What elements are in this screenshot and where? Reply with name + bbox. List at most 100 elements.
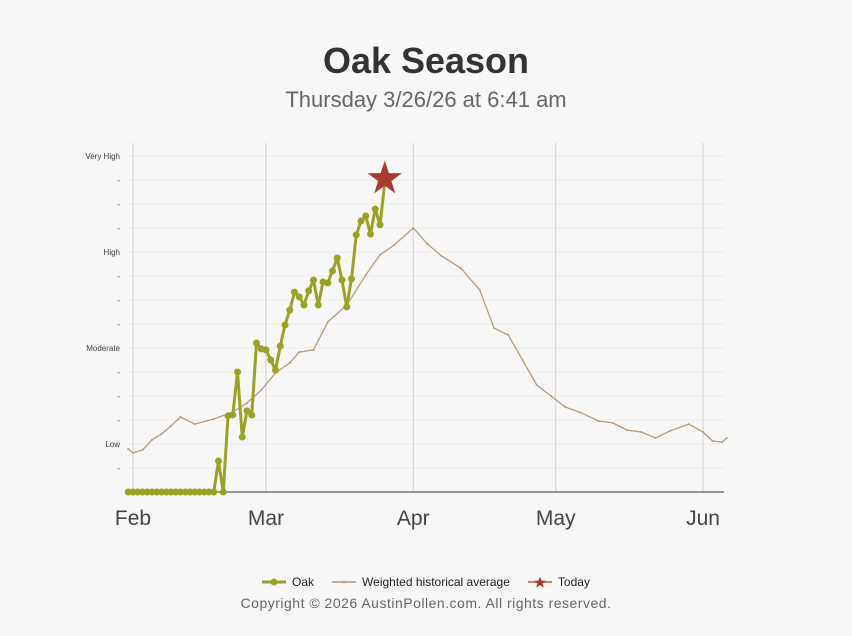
oak-point [243, 407, 251, 415]
y-tick-label: - [117, 416, 120, 425]
x-tick-label: Feb [115, 507, 151, 530]
y-tick-label: - [117, 272, 120, 281]
oak-point [338, 276, 346, 284]
average-point [711, 439, 714, 442]
y-tick-label: - [117, 392, 120, 401]
y-tick-label: Very High [85, 152, 120, 161]
legend-label-average: Weighted historical average [362, 575, 510, 589]
average-point [364, 274, 367, 277]
average-point [725, 437, 728, 439]
y-tick-label: - [117, 368, 120, 377]
oak-point [276, 342, 284, 350]
legend-item-oak[interactable]: Oak [262, 575, 314, 589]
oak-point [267, 356, 275, 364]
average-point [127, 448, 130, 451]
y-tick-label: - [117, 224, 120, 233]
average-point [611, 421, 614, 424]
oak-legend-swatch [262, 578, 287, 586]
oak-point [281, 321, 289, 329]
copyright: Copyright © 2026 AustinPollen.com. All r… [240, 595, 612, 611]
oak-point [329, 267, 336, 275]
y-tick-label: High [104, 248, 120, 257]
oak-point [324, 279, 332, 287]
oak-point [371, 205, 379, 213]
average-point [535, 383, 538, 386]
average-point [393, 244, 396, 247]
oak-point [343, 303, 351, 311]
average-point [626, 429, 628, 432]
oak-point [352, 231, 360, 239]
average-point [668, 430, 671, 433]
average-point [141, 449, 144, 451]
oak-point [305, 287, 313, 295]
oak-point [286, 306, 294, 314]
average-point [721, 441, 723, 444]
legend-item-today[interactable]: Today [527, 575, 590, 589]
y-tick-label: Low [105, 440, 120, 449]
average-legend-swatch [332, 580, 357, 584]
y-tick-label: - [117, 200, 120, 209]
average-point [298, 351, 301, 354]
legend-item-average[interactable]: Weighted historical average [332, 575, 510, 589]
average-point [702, 431, 704, 433]
average-point [440, 255, 443, 258]
oak-point [272, 366, 279, 374]
average-line [127, 227, 728, 454]
x-tick-label: Jun [686, 507, 720, 530]
y-tick-label: - [117, 464, 120, 473]
y-tick-label: - [117, 320, 120, 329]
average-point [597, 419, 600, 422]
oak-point [362, 212, 370, 220]
oak-line [128, 182, 387, 494]
oak-point [238, 433, 246, 441]
oak-point [234, 368, 241, 376]
average-point [132, 451, 134, 454]
oak-point [314, 301, 322, 309]
legend: Oak Weighted historical average Today [0, 575, 852, 589]
oak-point [253, 339, 260, 347]
average-point [170, 425, 172, 427]
average-point [288, 361, 291, 364]
oak-point [333, 254, 341, 262]
average-point [312, 348, 315, 351]
average-point [379, 253, 381, 256]
x-tick-label: Mar [248, 507, 284, 530]
average-point [212, 418, 215, 421]
oak-point [367, 230, 374, 238]
oak-point [295, 293, 303, 301]
average-point [478, 288, 481, 291]
chart-title: Oak Season [322, 40, 530, 81]
star-icon [527, 576, 552, 588]
average-point [521, 359, 524, 361]
chart-subtitle: Thursday 3/26/26 at 6:41 am [285, 87, 567, 112]
oak-point [348, 275, 355, 283]
oak-point [262, 346, 270, 354]
average-point [246, 401, 248, 404]
today-star-marker [367, 160, 402, 194]
oak-point [357, 217, 365, 225]
average-point [687, 423, 690, 426]
oak-point [310, 276, 317, 284]
x-tick-label: May [536, 507, 576, 530]
legend-label-oak: Oak [292, 575, 315, 589]
average-point [412, 227, 415, 229]
average-point [493, 327, 495, 330]
average-point [326, 321, 329, 324]
oak-point [376, 221, 384, 229]
legend-label-today: Today [557, 575, 590, 589]
oak-point [215, 457, 222, 465]
average-point [507, 334, 510, 337]
oak-point [219, 488, 227, 496]
y-tick-label: - [117, 176, 120, 185]
y-tick-label: Moderate [86, 344, 120, 353]
oak-point [291, 288, 298, 296]
average-point [179, 415, 182, 418]
oak-point [210, 488, 218, 496]
oak-point [229, 411, 237, 419]
oak-point [300, 301, 308, 309]
average-point [654, 437, 657, 439]
average-point [550, 395, 552, 397]
average-point [260, 389, 263, 391]
y-tick-label: - [117, 296, 120, 305]
